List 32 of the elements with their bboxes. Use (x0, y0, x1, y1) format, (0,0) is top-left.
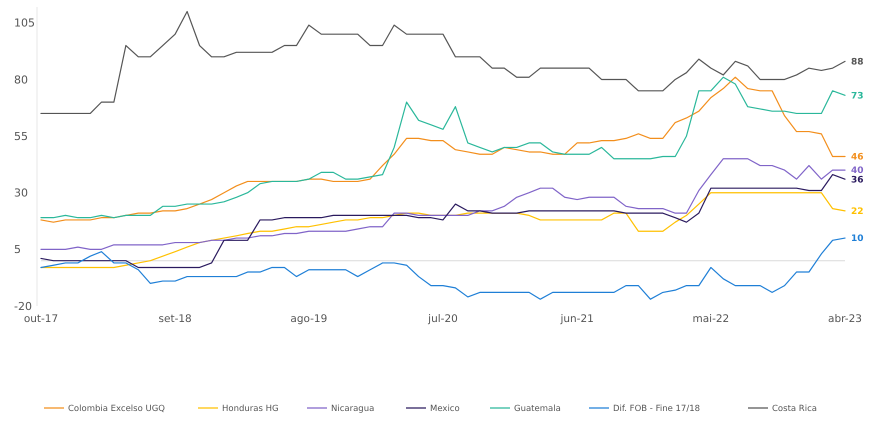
x-tick-label: ago-19 (290, 313, 328, 325)
x-tick-label: set-18 (158, 313, 192, 325)
x-tick-label: out-17 (24, 313, 58, 325)
data-label: 36 (851, 175, 864, 186)
data-label: 10 (851, 234, 864, 244)
legend-label: Costa Rica (772, 404, 817, 414)
legend-label: Colombia Excelso UGQ (68, 404, 166, 414)
data-label: 88 (851, 58, 864, 68)
x-tick-label: mai-22 (692, 313, 730, 325)
data-label: 22 (851, 207, 864, 218)
line-series (40, 174, 846, 268)
line-series (40, 158, 846, 250)
legend-label: Guatemala (514, 404, 561, 414)
y-tick-label: 5 (14, 243, 21, 256)
y-tick-label: 80 (14, 73, 28, 86)
x-tick-label: abr-23 (828, 313, 862, 325)
line-series (40, 10, 846, 114)
data-label: 46 (851, 152, 864, 163)
y-tick-label: 105 (14, 16, 35, 30)
x-tick-label: jul-20 (427, 313, 458, 325)
line-series (40, 192, 846, 268)
x-tick-label: jun-21 (559, 313, 594, 325)
y-tick-label: -20 (14, 300, 32, 313)
data-label: 40 (851, 166, 864, 176)
y-tick-label: 30 (14, 186, 28, 200)
line-series (40, 237, 846, 300)
data-label: 73 (851, 91, 864, 102)
legend-label: Dif. FOB - Fine 17/18 (613, 404, 700, 414)
legend-label: Mexico (430, 404, 460, 414)
legend-label: Nicaragua (331, 404, 374, 414)
legend-label: Honduras HG (222, 404, 279, 414)
y-tick-label: 55 (14, 130, 28, 143)
